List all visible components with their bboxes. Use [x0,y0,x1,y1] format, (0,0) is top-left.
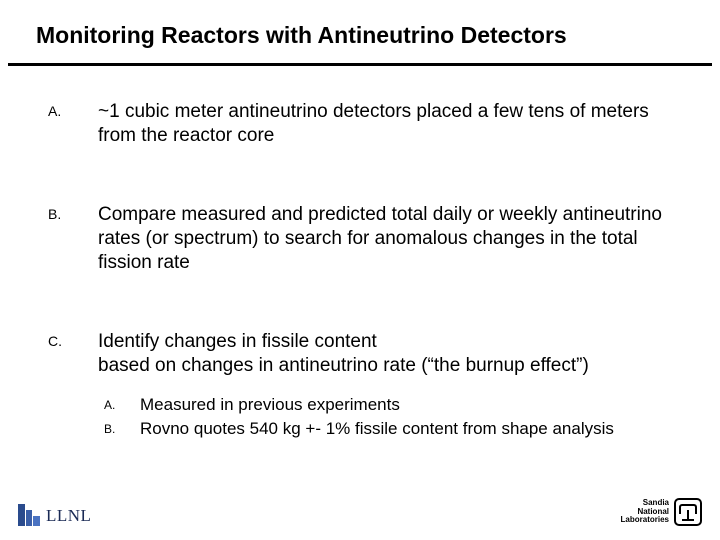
list-item: B. Compare measured and predicted total … [48,203,672,276]
list-item: C. Identify changes in fissile content b… [48,330,672,379]
sublist-item: A. Measured in previous experiments [104,394,672,416]
slide: Monitoring Reactors with Antineutrino De… [0,0,720,540]
item-text: Compare measured and predicted total dai… [98,203,672,276]
content-area: A. ~1 cubic meter antineutrino detectors… [48,100,672,442]
subitem-marker: A. [104,394,140,416]
item-text: ~1 cubic meter antineutrino detectors pl… [98,100,672,149]
subitem-text: Measured in previous experiments [140,394,672,416]
sublist: A. Measured in previous experiments B. R… [104,394,672,440]
title-rule [8,63,712,66]
sublist-item: B. Rovno quotes 540 kg +- 1% fissile con… [104,418,672,440]
item-text: Identify changes in fissile content base… [98,330,672,379]
llnl-logo: LLNL [18,504,91,526]
slide-title: Monitoring Reactors with Antineutrino De… [36,22,567,49]
sandia-line: Laboratories [621,516,669,524]
item-marker: B. [48,203,98,276]
subitem-marker: B. [104,418,140,440]
list-item: A. ~1 cubic meter antineutrino detectors… [48,100,672,149]
sandia-icon [674,498,702,526]
item-marker: C. [48,330,98,379]
sandia-logo: Sandia National Laboratories [621,498,702,526]
footer: LLNL Sandia National Laboratories [18,490,702,526]
llnl-icon [18,504,40,526]
subitem-text: Rovno quotes 540 kg +- 1% fissile conten… [140,418,672,440]
item-marker: A. [48,100,98,149]
llnl-text: LLNL [46,506,91,526]
sandia-text: Sandia National Laboratories [621,499,669,524]
